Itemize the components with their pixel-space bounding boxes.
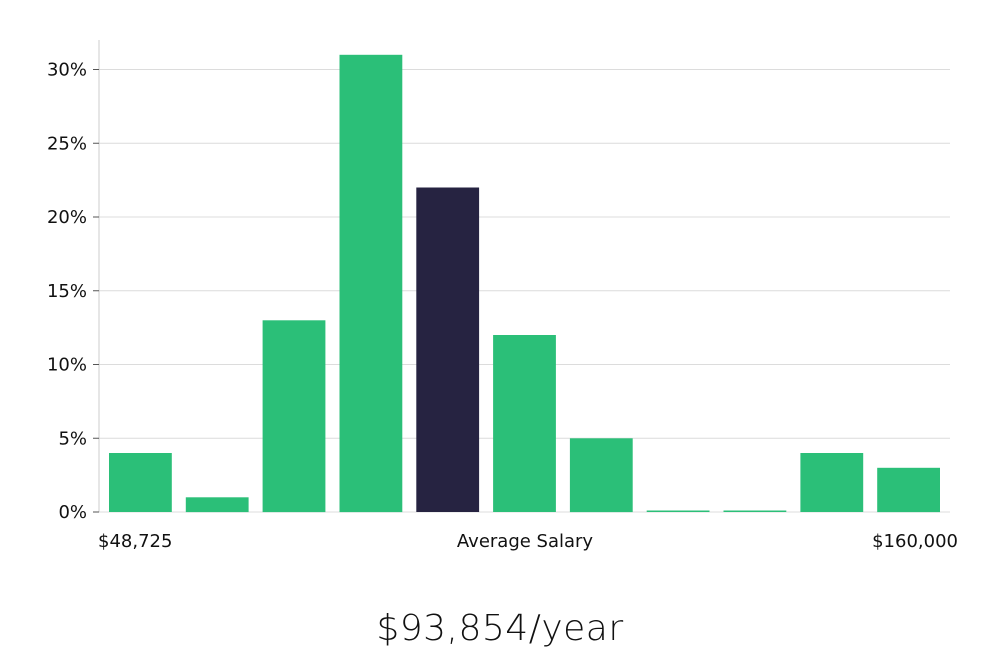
y-tick-label: 30% xyxy=(47,60,87,81)
bar xyxy=(800,453,864,512)
x-label-max: $160,000 xyxy=(872,531,958,552)
y-tick-label: 0% xyxy=(58,502,87,523)
salary-histogram: 0% 5% 10% 15% 20% 25% 30% $48,725 Average Sala… xyxy=(47,40,958,552)
bar xyxy=(646,510,710,512)
y-axis: 0% 5% 10% 15% 20% 25% 30% xyxy=(47,40,100,523)
bar-highlight xyxy=(416,187,480,512)
bar xyxy=(339,54,403,513)
average-salary-value: $93,854/year xyxy=(376,608,624,649)
bar xyxy=(185,497,249,513)
y-tick-label: 25% xyxy=(47,133,87,154)
bar xyxy=(262,320,326,513)
x-label-min: $48,725 xyxy=(98,531,172,552)
bars xyxy=(109,54,940,513)
x-label-average: Average Salary xyxy=(457,531,594,552)
y-tick-label: 20% xyxy=(47,207,87,228)
bar xyxy=(109,453,172,512)
y-tick-label: 5% xyxy=(58,428,87,449)
bar xyxy=(877,467,940,513)
y-tick-label: 10% xyxy=(47,355,87,376)
bar xyxy=(493,335,556,512)
bar xyxy=(723,510,787,512)
y-tick-label: 15% xyxy=(47,281,87,302)
bar xyxy=(569,438,633,513)
